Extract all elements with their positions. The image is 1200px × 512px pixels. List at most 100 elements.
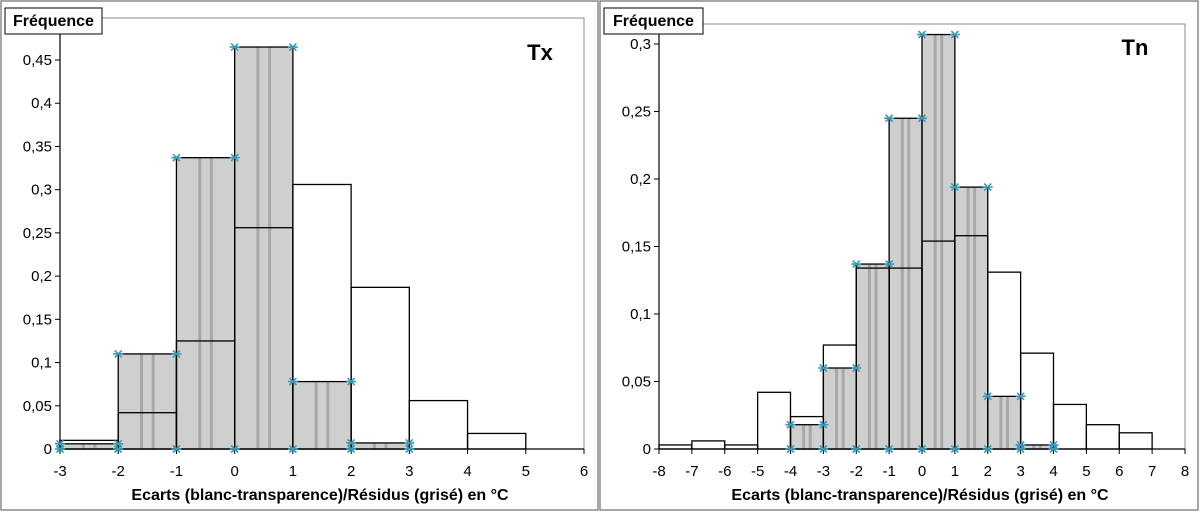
residual-marker (346, 377, 357, 386)
ecart-bar (466, 432, 527, 450)
y-tick-label: 0,4 (31, 95, 52, 112)
residual-bar-fill (889, 118, 922, 449)
residual-marker (346, 438, 357, 448)
x-tick-label: -2 (112, 463, 125, 480)
residual-bar-outline (292, 380, 352, 450)
residual-bar-fill (823, 368, 857, 449)
residual-marker (982, 183, 993, 192)
residual-marker (884, 444, 895, 454)
residual-marker (785, 420, 796, 429)
residual-marker (287, 444, 298, 454)
y-tick-label: 0,1 (630, 306, 651, 323)
residual-marker (229, 42, 240, 52)
x-axis-title: Ecarts (blanc-transparence)/Résidus (gri… (131, 487, 509, 504)
plot-area-tx: 0 0,05 0,1 0,15 0,2 0,25 0,3 0,35 0,4 0,45 -3 -2 -1 0… (23, 14, 588, 480)
x-tick-label: 4 (1049, 463, 1057, 480)
residual-marker (229, 444, 240, 454)
residual-bar-fill (1020, 444, 1054, 449)
residual-marker (1015, 444, 1026, 454)
chart-panel-tn: 0 0,05 0,1 0,15 0,2 0,25 0,3 -8 -7 -6 -5 -4 -3 -2 -1 0 1… (599, 0, 1199, 511)
y-axis-title: Fréquence (13, 13, 94, 30)
ecart-bar (408, 399, 469, 450)
x-tick-label: 0 (230, 463, 238, 480)
residual-marker (884, 114, 895, 123)
residual-bar-fill (234, 47, 293, 450)
residual-bar-outline (234, 46, 294, 450)
residual-marker (287, 377, 298, 386)
x-tick-label: 0 (918, 463, 926, 480)
y-tick-label: 0,3 (630, 36, 651, 53)
y-tick-label: 0,25 (622, 104, 651, 121)
residual-marker (851, 444, 862, 454)
x-tick-label: 4 (463, 463, 471, 480)
x-tick-label: -7 (685, 463, 698, 480)
residual-marker (1048, 444, 1059, 454)
residual-marker (884, 259, 895, 269)
residual-marker (949, 30, 960, 39)
residual-marker (404, 438, 415, 448)
x-tick-label: -3 (817, 463, 830, 480)
x-tick-label: 1 (289, 463, 297, 480)
residual-marker (229, 153, 240, 162)
x-tick-label: 7 (1148, 463, 1156, 480)
x-tick-label: -5 (751, 463, 764, 480)
residual-marker (949, 444, 960, 454)
x-tick-label: -6 (718, 463, 731, 480)
x-tick-label: -2 (850, 463, 863, 480)
x-tick-label: 1 (951, 463, 959, 480)
residual-bar-fill (987, 396, 1021, 449)
y-axis-title-box: Fréquence (4, 7, 103, 35)
residual-bar-fill (176, 157, 235, 449)
residual-bar-outline (1019, 444, 1055, 450)
residual-bar-outline (350, 442, 410, 450)
x-tick-label: 5 (1082, 463, 1090, 480)
residual-marker (171, 444, 182, 454)
plot-area-tn: 0 0,05 0,1 0,15 0,2 0,25 0,3 -8 -7 -6 -5 -4 -3 -2 -1 0 1… (622, 14, 1189, 480)
residual-marker (982, 444, 993, 454)
chart-panel-tx: 0 0,05 0,1 0,15 0,2 0,25 0,3 0,35 0,4 0,45 -3 -2 -1 0… (0, 0, 599, 511)
x-tick-label: 5 (522, 463, 530, 480)
x-tick-label: -1 (882, 463, 895, 480)
x-tick-label: -1 (170, 463, 183, 480)
residual-marker (818, 444, 829, 454)
residual-marker (917, 444, 927, 454)
y-tick-label: 0,35 (23, 138, 52, 155)
y-tick-label: 0,3 (31, 182, 52, 199)
y-tick-label: 0,1 (31, 355, 52, 372)
x-tick-label: 6 (580, 463, 588, 480)
x-tick-label: -4 (784, 463, 797, 480)
x-tick-label: -8 (652, 463, 665, 480)
y-tick-label: 0,2 (630, 171, 651, 188)
panel-label-tn: Tn (1122, 35, 1149, 60)
residual-marker (982, 392, 993, 401)
y-axis-title-box: Fréquence (603, 7, 704, 35)
residual-marker (917, 114, 927, 123)
panel-label-tx: Tx (527, 40, 553, 65)
residual-marker (171, 349, 182, 358)
residual-marker (949, 183, 960, 192)
y-tick-label: 0,25 (23, 225, 52, 242)
residual-marker (818, 420, 829, 429)
residual-bar-fill (351, 442, 410, 449)
y-tick-label: 0,15 (23, 311, 52, 328)
residual-bar-fill (922, 34, 955, 450)
y-tick-label: 0,45 (23, 52, 52, 69)
x-axis-title: Ecarts (blanc-transparence)/Résidus (gri… (731, 487, 1109, 504)
residual-marker (171, 153, 182, 162)
y-tick-label: 0,2 (31, 268, 52, 285)
residual-bar-fill (60, 443, 119, 449)
residual-marker (851, 259, 862, 269)
residual-bar-outline (987, 395, 1022, 450)
residual-marker (113, 444, 124, 454)
x-tick-label: 3 (405, 463, 413, 480)
residual-marker (287, 42, 298, 52)
residual-bar-fill (954, 187, 988, 449)
residual-marker (55, 444, 65, 454)
residual-bar-outline (954, 186, 989, 450)
residual-marker (917, 30, 927, 39)
y-axis-title: Fréquence (613, 13, 694, 30)
x-tick-label: 6 (1115, 463, 1123, 480)
residual-marker (404, 444, 415, 454)
y-tick-label: 0,05 (23, 398, 52, 415)
